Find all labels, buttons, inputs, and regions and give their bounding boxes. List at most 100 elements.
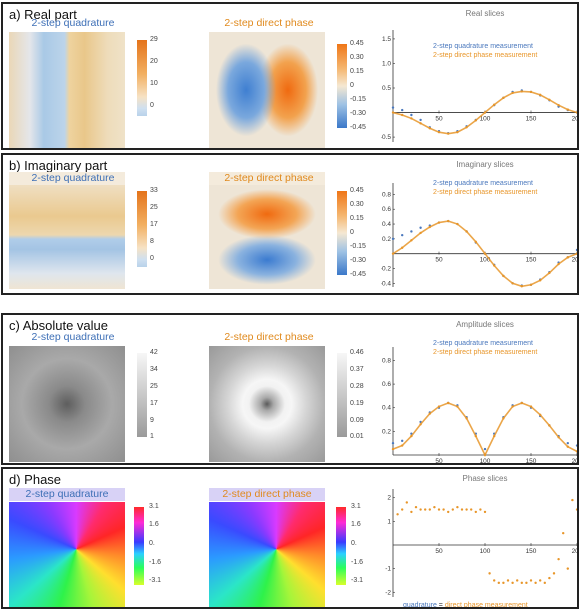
data-point bbox=[396, 513, 399, 516]
left-image-label: 2-step quadrature bbox=[31, 172, 115, 184]
data-point bbox=[474, 510, 477, 514]
data-point bbox=[401, 439, 404, 443]
panel-title: b) Imaginary part bbox=[9, 158, 108, 173]
data-point bbox=[575, 248, 577, 252]
y-tick-label: 0.2 bbox=[382, 236, 391, 243]
data-point bbox=[391, 237, 395, 241]
x-tick-label: 150 bbox=[526, 116, 537, 123]
legend-entry: 2-step direct phase measurement bbox=[433, 189, 537, 196]
data-point bbox=[465, 508, 468, 511]
panel-imaginary: b) Imaginary part 2-step quadrature 2-st… bbox=[1, 153, 579, 295]
x-tick-label: 100 bbox=[480, 548, 491, 555]
data-point bbox=[424, 508, 427, 511]
data-point bbox=[543, 581, 546, 585]
data-point bbox=[410, 230, 413, 233]
data-point bbox=[433, 505, 436, 509]
data-point bbox=[516, 579, 519, 582]
colorbar bbox=[337, 353, 347, 437]
data-point bbox=[391, 441, 395, 445]
colorbar bbox=[134, 507, 144, 585]
plot-imaginary-slices: Imaginary slices 50 100 150 200 0.8 0.6 0.4 0.2 -… bbox=[381, 160, 579, 288]
x-tick-label: 150 bbox=[526, 257, 537, 264]
data-point bbox=[442, 508, 445, 511]
data-point bbox=[414, 505, 418, 509]
direct-phase-imag-image bbox=[209, 185, 325, 289]
data-point bbox=[566, 567, 569, 570]
data-point bbox=[451, 508, 454, 511]
x-tick-label: 50 bbox=[435, 116, 443, 123]
y-tick-label: 2 bbox=[387, 495, 391, 502]
legend-entry: 2-step direct phase measurement bbox=[433, 52, 537, 59]
x-tick-label: 150 bbox=[526, 458, 537, 465]
plot-amplitude-slices: Amplitude slices 50 100 150 200 0.8 0.6 0.4 0.2 2… bbox=[382, 320, 577, 465]
colorbar bbox=[336, 507, 346, 585]
y-tick-label: 0.8 bbox=[382, 357, 391, 364]
y-tick-label: -1 bbox=[385, 566, 391, 573]
y-tick-label: 0.2 bbox=[382, 428, 391, 435]
plot-phase-slices: Phase slices 50 100 150 200 2 1 -1 -2 quadrature … bbox=[385, 474, 579, 609]
x-tick-label: 50 bbox=[435, 257, 443, 264]
data-point bbox=[419, 118, 422, 122]
data-point bbox=[562, 531, 565, 535]
panel-real: a) Real part 2-step quadrature 2-step di… bbox=[1, 2, 579, 150]
data-point bbox=[566, 441, 569, 445]
data-point bbox=[419, 226, 422, 229]
legend-part: quadrature bbox=[403, 602, 437, 609]
data-point bbox=[488, 572, 491, 575]
colorbar bbox=[137, 191, 147, 267]
data-point bbox=[410, 113, 413, 117]
quadrature-imag-image bbox=[9, 185, 125, 289]
y-tick-label: 0.4 bbox=[382, 405, 391, 412]
x-tick-label: 200 bbox=[572, 548, 579, 555]
plot-title: Real slices bbox=[466, 9, 505, 18]
colorbar bbox=[137, 40, 147, 116]
data-point bbox=[470, 508, 473, 511]
plot-real-slices: Real slices 50 100 150 200 1.5 1.0 0.5 -0.5 2-ste… bbox=[381, 9, 577, 142]
left-image-label: 2-step quadrature bbox=[31, 331, 115, 343]
series-line bbox=[392, 402, 577, 457]
panel-title: d) Phase bbox=[9, 472, 62, 487]
x-tick-label: 50 bbox=[435, 458, 443, 465]
panel-absolute: c) Absolute value 2-step quadrature 2-st… bbox=[1, 313, 579, 465]
x-tick-label: 200 bbox=[572, 257, 579, 264]
data-point bbox=[552, 572, 556, 575]
data-point bbox=[401, 508, 404, 511]
y-tick-label: 0.8 bbox=[382, 191, 391, 198]
legend-entry: 2-step quadrature measurement bbox=[433, 340, 533, 347]
y-tick-label: -0.5 bbox=[381, 134, 391, 141]
data-point bbox=[401, 233, 404, 237]
legend-part: = bbox=[437, 602, 445, 609]
y-tick-label: 0.6 bbox=[382, 381, 391, 388]
header-band bbox=[9, 488, 125, 501]
direct-phase-abs-image bbox=[209, 346, 325, 462]
y-tick-label: -2 bbox=[385, 589, 391, 596]
data-point bbox=[428, 508, 431, 511]
colorbar bbox=[337, 44, 347, 128]
data-point bbox=[525, 581, 528, 585]
data-point bbox=[493, 579, 496, 582]
data-point bbox=[571, 498, 574, 502]
left-image-label: 2-step quadrature bbox=[31, 17, 115, 29]
data-point bbox=[447, 510, 450, 514]
data-point bbox=[511, 581, 514, 585]
y-tick-label: 0.5 bbox=[382, 85, 391, 92]
quadrature-abs-image bbox=[9, 346, 125, 462]
legend-part: direct phase measurement bbox=[445, 602, 528, 609]
data-point bbox=[460, 508, 464, 511]
data-point bbox=[391, 106, 395, 109]
quadrature-phase-image bbox=[9, 502, 125, 607]
data-point bbox=[529, 579, 533, 582]
panel-title: c) Absolute value bbox=[9, 318, 109, 333]
data-point bbox=[520, 581, 523, 585]
right-image-label: 2-step direct phase bbox=[224, 172, 314, 184]
data-point bbox=[401, 108, 404, 112]
colorbar bbox=[337, 191, 347, 275]
data-point bbox=[410, 510, 413, 514]
series-line bbox=[392, 220, 577, 288]
direct-phase-real-image bbox=[209, 32, 325, 148]
plot-title: Phase slices bbox=[463, 474, 508, 483]
direct-phase-phase-image bbox=[209, 502, 325, 607]
legend-entry: 2-step quadrature measurement bbox=[433, 180, 533, 187]
data-point bbox=[456, 505, 459, 509]
header-band bbox=[209, 172, 325, 185]
